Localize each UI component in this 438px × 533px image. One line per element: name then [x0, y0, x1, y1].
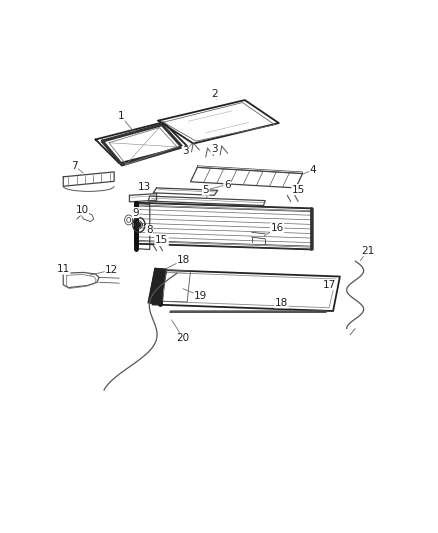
- Text: 13: 13: [138, 182, 152, 192]
- Text: 15: 15: [155, 236, 168, 245]
- Text: 3: 3: [211, 144, 218, 154]
- Text: 16: 16: [270, 223, 284, 233]
- Text: 17: 17: [322, 280, 336, 290]
- Text: 2: 2: [211, 88, 218, 99]
- Text: 15: 15: [292, 184, 305, 195]
- Text: 8: 8: [146, 225, 152, 235]
- Text: 1: 1: [118, 111, 124, 121]
- Text: 10: 10: [75, 205, 88, 215]
- Text: 6: 6: [224, 180, 230, 190]
- Text: 5: 5: [202, 185, 209, 195]
- Text: 9: 9: [132, 207, 139, 217]
- Text: 19: 19: [194, 291, 207, 301]
- Text: 3: 3: [182, 147, 189, 156]
- Text: 20: 20: [177, 333, 190, 343]
- Polygon shape: [148, 268, 167, 304]
- Text: 12: 12: [105, 265, 118, 275]
- Text: 7: 7: [71, 161, 78, 171]
- Text: 18: 18: [275, 298, 288, 308]
- Text: 11: 11: [57, 264, 70, 274]
- Circle shape: [137, 223, 141, 227]
- Text: 18: 18: [177, 255, 191, 265]
- Text: 4: 4: [309, 165, 316, 175]
- Text: 21: 21: [361, 246, 374, 256]
